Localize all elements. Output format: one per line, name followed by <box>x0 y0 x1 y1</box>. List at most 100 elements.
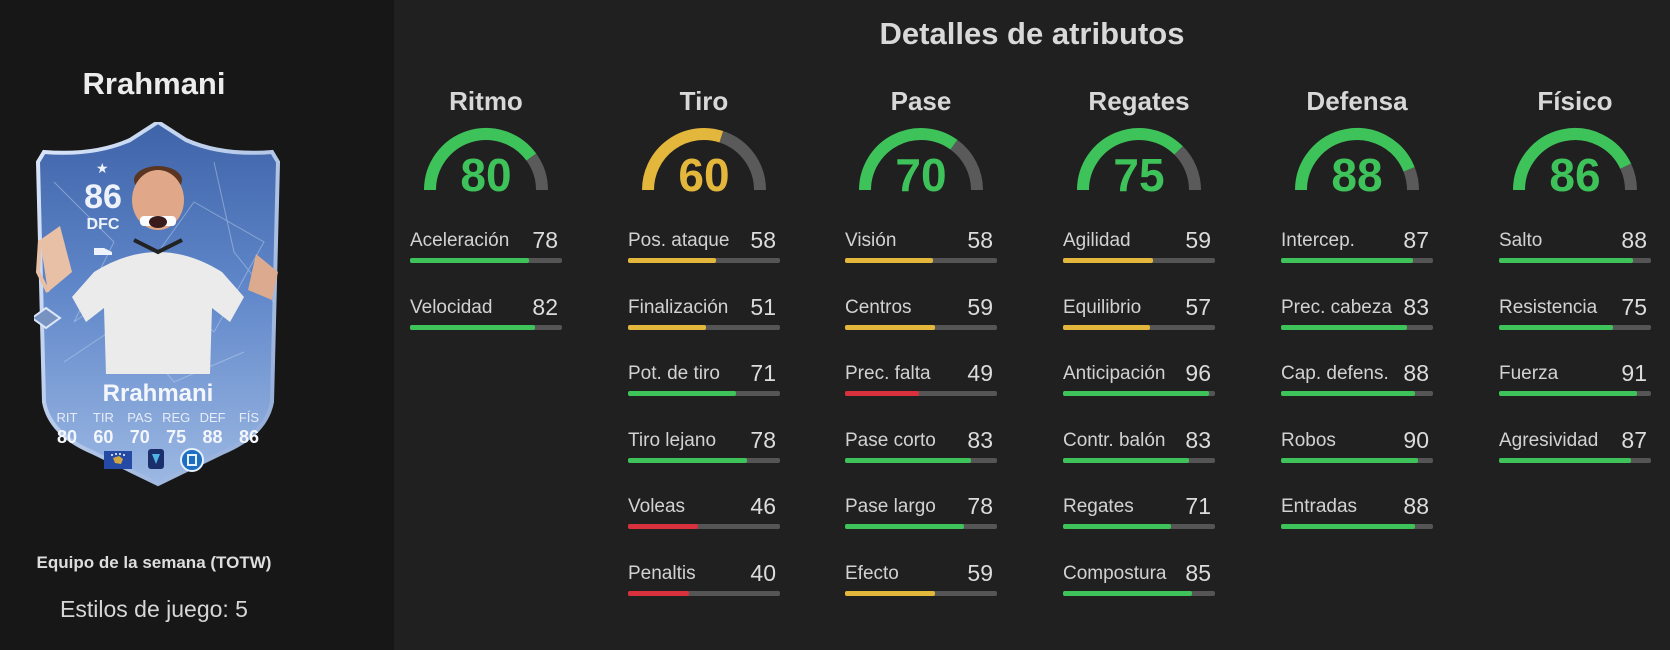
attribute-category: Tiro 60 Pos. ataque 58 Finalización 51 Po… <box>628 86 780 596</box>
attribute-row: Prec. falta 49 <box>845 360 997 403</box>
category-name: Regates <box>1088 86 1190 116</box>
attribute-bar-fill <box>1281 391 1415 396</box>
attribute-value: 91 <box>1621 360 1647 386</box>
category-gauge: 88 <box>1293 126 1421 201</box>
attribute-value: 58 <box>967 227 993 253</box>
attribute-value: 85 <box>1185 559 1211 586</box>
attribute-bar-fill <box>1499 258 1633 263</box>
card-stat: REG 75 <box>161 410 191 448</box>
attribute-row: Contr. balón 83 <box>1063 426 1215 470</box>
player-card[interactable]: ★ 86 DFC Rrahmani RIT 80 TIR 60 PAS 70 REG 7… <box>30 119 282 496</box>
attribute-bar-track <box>1063 324 1215 330</box>
attribute-row: Penaltis 40 <box>628 560 780 603</box>
category-name: Físico <box>1537 86 1613 116</box>
card-stat-value: 60 <box>93 427 114 447</box>
attribute-bar-fill <box>845 391 920 396</box>
attribute-bar-fill <box>628 524 698 529</box>
attribute-name: Prec. falta <box>845 363 931 384</box>
attribute-bar-track <box>410 324 562 330</box>
card-stat-value: 80 <box>56 427 78 447</box>
card-stats: RIT 80 TIR 60 PAS 70 REG 75 DEF 88 FÍS 86 <box>52 410 264 448</box>
attribute-name: Visión <box>845 230 897 251</box>
attribute-name: Robos <box>1281 429 1336 451</box>
attribute-category: Ritmo 80 Aceleración 78 Velocidad 82 <box>410 86 562 330</box>
attribute-name: Tiro lejano <box>628 429 717 451</box>
attribute-name: Compostura <box>1063 562 1167 584</box>
card-stat-label: DEF <box>199 410 226 425</box>
attribute-value: 88 <box>1621 227 1647 253</box>
attribute-row: Compostura 85 <box>1063 559 1215 603</box>
attribute-value: 87 <box>1621 426 1647 453</box>
attribute-row: Tiro lejano 78 <box>628 426 780 470</box>
attribute-category: Pase 70 Visión 58 Centros 59 Prec. falta … <box>845 86 997 596</box>
attribute-name: Salto <box>1499 230 1543 251</box>
league-badge-icon <box>148 449 164 469</box>
attribute-bar-track <box>1063 524 1215 529</box>
attribute-row: Efecto 59 <box>845 560 997 603</box>
attribute-bar-track <box>1499 258 1651 263</box>
attribute-category: Regates 75 Agilidad 59 Equilibrio 57 Anti… <box>1063 86 1215 596</box>
attribute-bar-fill <box>628 391 736 396</box>
attribute-row: Visión 58 <box>845 227 997 270</box>
attribute-row: Voleas 46 <box>628 493 780 536</box>
attribute-bar-track <box>628 391 780 396</box>
card-player-name: Rrahmani <box>102 380 214 407</box>
attribute-bar-track <box>628 324 780 330</box>
attribute-bar-fill <box>1281 258 1414 263</box>
attribute-name: Prec. cabeza <box>1281 296 1392 318</box>
attribute-row: Anticipación 96 <box>1063 360 1215 403</box>
attribute-row: Entradas 88 <box>1281 493 1433 536</box>
card-edition-label: Equipo de la semana (TOTW) <box>36 553 272 572</box>
attribute-name: Equilibrio <box>1063 296 1142 318</box>
attribute-value: 57 <box>1185 293 1211 320</box>
attribute-bar-fill <box>845 524 964 529</box>
playstyles-count: Estilos de juego: 5 <box>60 596 248 622</box>
attribute-value: 71 <box>750 360 776 386</box>
attribute-bar-fill <box>1063 391 1209 396</box>
attribute-name: Regates <box>1063 496 1134 517</box>
card-stat-label: PAS <box>127 410 153 425</box>
attribute-bar-track <box>1063 391 1215 396</box>
attribute-row: Robos 90 <box>1281 427 1433 470</box>
attribute-row: Agilidad 59 <box>1063 227 1215 270</box>
card-stat: TIR 60 <box>88 410 118 448</box>
attribute-bar-track <box>1063 258 1215 263</box>
attribute-row: Regates 71 <box>1063 493 1215 536</box>
attribute-bar-track <box>845 258 997 263</box>
attribute-value: 49 <box>967 360 993 386</box>
attribute-bar-fill <box>1499 324 1613 330</box>
attribute-bar-fill <box>845 258 934 263</box>
page-title: Detalles de atributos <box>879 16 1185 51</box>
attribute-name: Entradas <box>1281 496 1358 517</box>
category-value: 70 <box>895 149 947 201</box>
attribute-bar-fill <box>845 457 972 463</box>
attribute-name: Anticipación <box>1063 363 1166 384</box>
attribute-bar-track <box>628 258 780 263</box>
attribute-bar-track <box>1281 524 1433 529</box>
attribute-bar-track <box>845 391 997 396</box>
attribute-value: 71 <box>1185 493 1211 519</box>
player-name: Rrahmani <box>82 66 226 101</box>
attribute-value: 83 <box>1185 426 1211 453</box>
attribute-bar-fill <box>845 590 935 596</box>
attribute-value: 51 <box>750 293 776 320</box>
category-gauge: 75 <box>1075 126 1203 201</box>
attribute-bar-track <box>845 524 997 529</box>
attribute-value: 78 <box>750 426 776 453</box>
attribute-bar-track <box>1499 457 1651 463</box>
attribute-value: 46 <box>750 493 776 519</box>
attribute-name: Fuerza <box>1499 363 1559 384</box>
category-name: Defensa <box>1306 86 1408 116</box>
attribute-row: Aceleración 78 <box>410 227 562 270</box>
attribute-name: Efecto <box>845 562 899 584</box>
attribute-bar-track <box>1499 391 1651 396</box>
attribute-row: Intercep. 87 <box>1281 227 1433 270</box>
attribute-bar-fill <box>1063 324 1150 330</box>
card-rating: 86 <box>84 178 122 216</box>
attribute-value: 78 <box>532 227 558 253</box>
attribute-name: Pot. de tiro <box>628 363 720 384</box>
attribute-value: 78 <box>967 493 993 519</box>
club-badge-icon <box>180 448 204 472</box>
card-stat-value: 70 <box>129 427 150 447</box>
attribute-bar-track <box>410 258 562 263</box>
